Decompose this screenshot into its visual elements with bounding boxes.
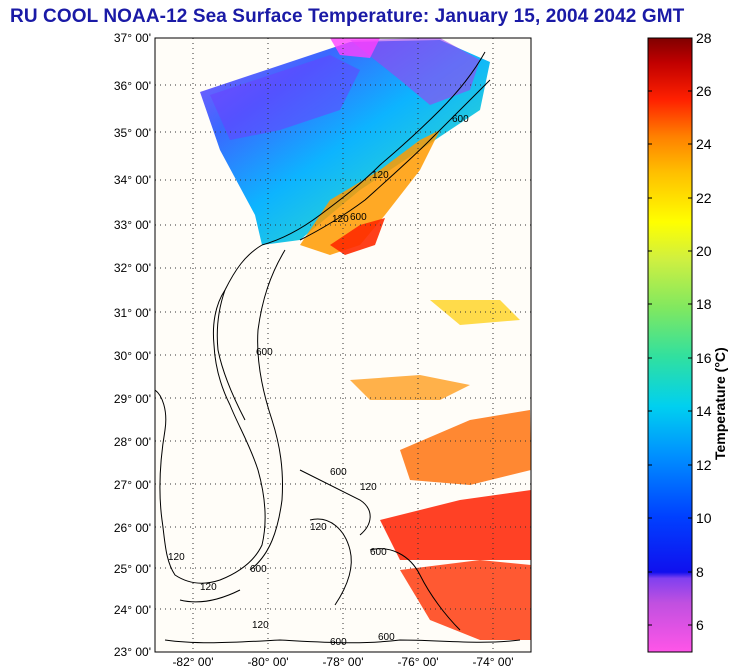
sst-gulf-stream [300,130,440,255]
sst-south-warm-1 [400,410,531,485]
lon-label: -78° 00' [322,655,364,669]
contour-label: 120 [168,552,185,563]
lat-label: 36° 00' [113,79,151,93]
colorbar-tick-label: 20 [696,243,712,259]
contour-label: 120 [332,214,349,225]
contour-label: 120 [360,482,377,493]
contour-label: 600 [452,114,469,125]
lat-label: 32° 00' [113,261,151,275]
contour-label: 600 [378,632,395,643]
sst-scatter-1 [350,375,470,400]
lon-label: -80° 00' [247,655,289,669]
contour-labels: 600 120 600 120 600 600 120 120 600 600 … [168,114,469,648]
lat-label: 34° 00' [113,173,151,187]
lat-label: 30° 00' [113,349,151,363]
colorbar-tick-label: 12 [696,457,712,473]
sst-warm-core [330,218,385,255]
colorbar-tick-label: 14 [696,403,712,419]
sst-cold-core [210,55,360,140]
contour-label: 120 [310,522,327,533]
contour-label: 120 [372,170,389,181]
lon-label: -74° 00' [472,655,514,669]
lat-label: 33° 00' [113,218,151,232]
contour-label: 600 [370,547,387,558]
lat-label: 24° 00' [113,603,151,617]
contour-label: 600 [330,637,347,648]
lat-label: 27° 00' [113,478,151,492]
colorbar-title: Temperature (°C) [712,347,728,460]
sst-south-warm-3 [400,560,531,640]
contour-label: 120 [252,620,269,631]
contour-label: 600 [350,212,367,223]
lat-label: 35° 00' [113,126,151,140]
coastline [155,51,521,644]
contour-label: 120 [200,582,217,593]
lat-label: 29° 00' [113,392,151,406]
lon-label: -82° 00' [172,655,214,669]
lat-label: 37° 00' [113,31,151,45]
colorbar-tick-label: 22 [696,190,712,206]
colorbar-tick-label: 8 [696,564,704,580]
colorbar-ticks [648,90,692,626]
lat-label: 25° 00' [113,562,151,576]
contour-label: 600 [256,347,273,358]
sst-south-warm-2 [380,490,531,560]
lat-label: 23° 00' [113,645,151,659]
lat-label: 26° 00' [113,521,151,535]
sst-northeast-cold [350,38,480,105]
colorbar-tick-label: 28 [696,30,712,46]
colorbar-tick-label: 16 [696,350,712,366]
colorbar-tick-label: 6 [696,617,704,633]
map-frame [154,37,532,653]
colorbar-tick-label: 26 [696,83,712,99]
lat-label: 31° 00' [113,306,151,320]
colorbar [647,37,693,653]
colorbar-tick-label: 18 [696,296,712,312]
lat-label: 28° 00' [113,435,151,449]
colorbar-tick-label: 24 [696,136,712,152]
contour-label: 600 [330,467,347,478]
colorbar-tick-label: 10 [696,510,712,526]
lon-label: -76° 00' [397,655,439,669]
map-title: RU COOL NOAA-12 Sea Surface Temperature:… [10,6,685,27]
contour-label: 600 [250,564,267,575]
